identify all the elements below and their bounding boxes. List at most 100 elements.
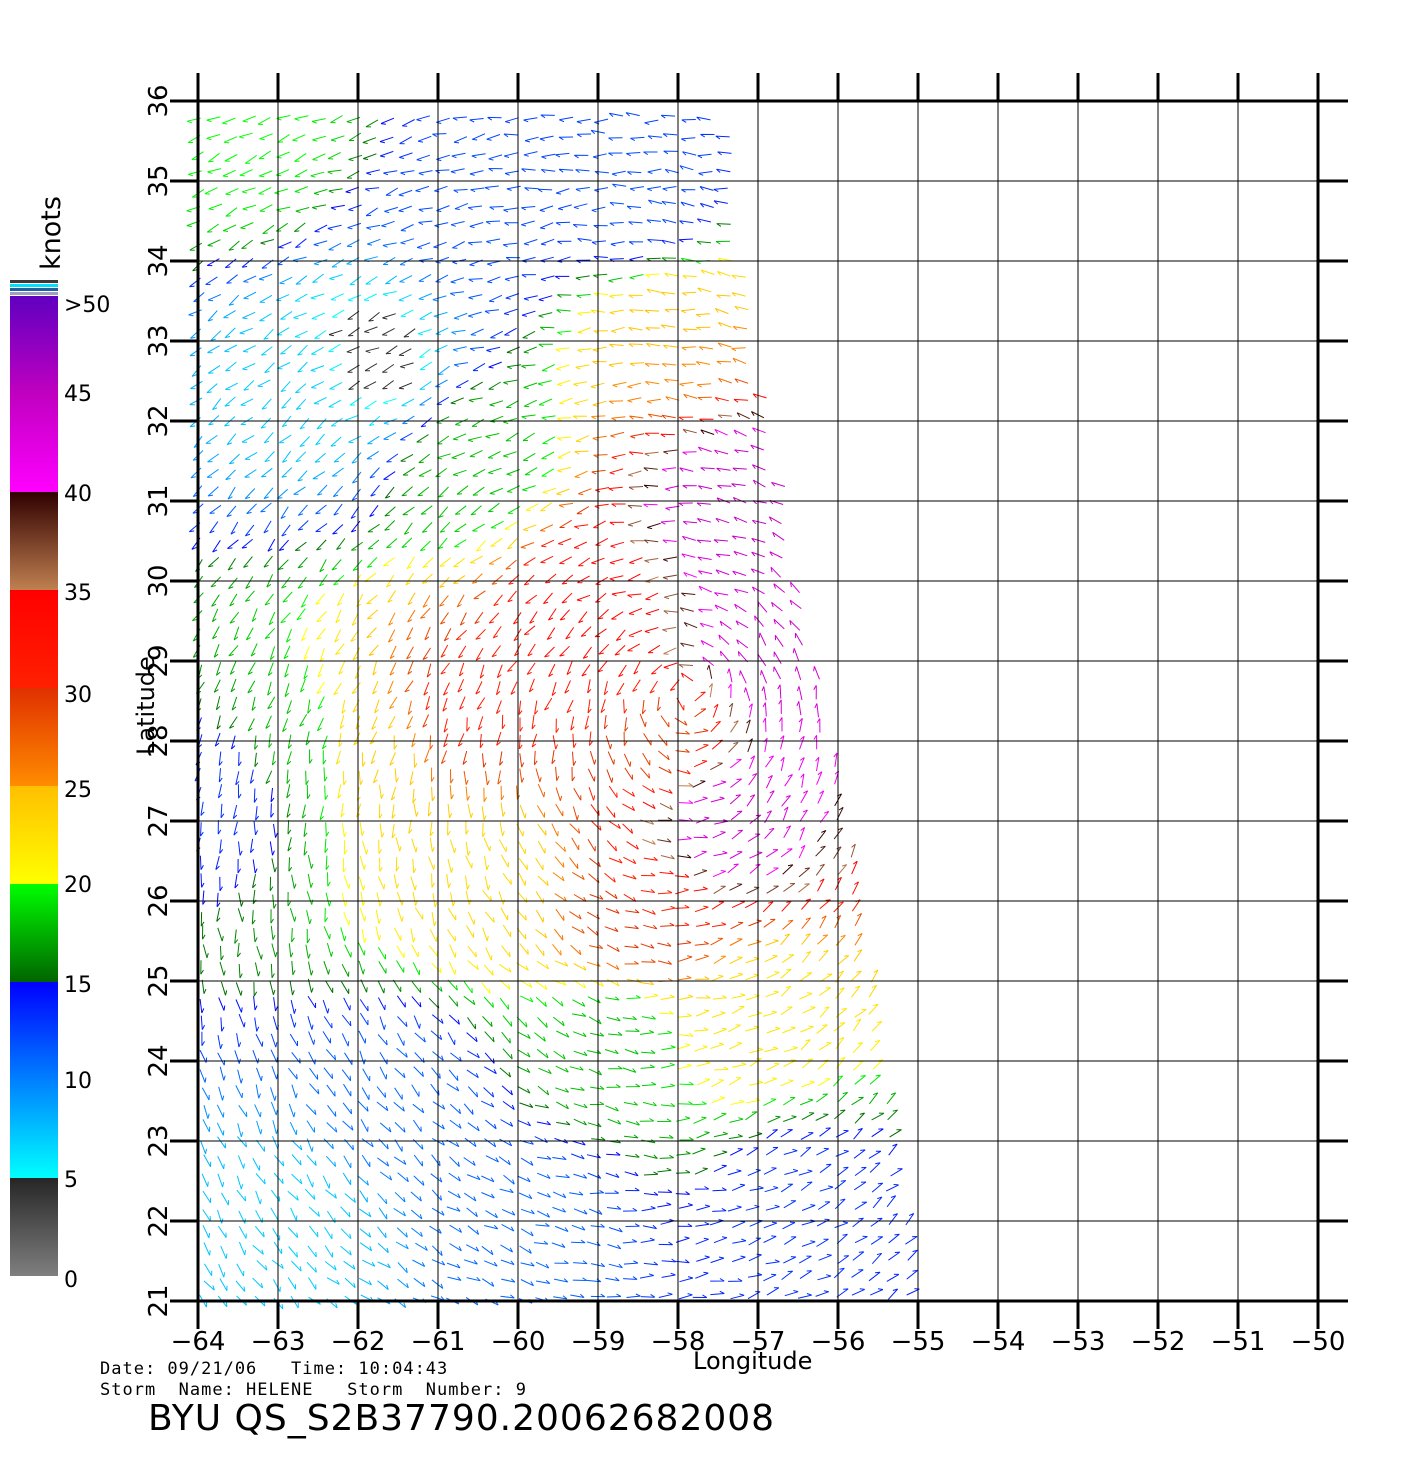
wind-vector bbox=[732, 570, 747, 576]
wind-vector bbox=[799, 1270, 812, 1280]
wind-vector bbox=[748, 919, 762, 927]
wind-vector bbox=[712, 831, 726, 839]
wind-vector bbox=[189, 397, 203, 406]
wind-vector bbox=[228, 453, 240, 465]
wind-vector bbox=[286, 700, 292, 715]
wind-vector bbox=[593, 255, 608, 260]
wind-vector bbox=[735, 620, 749, 629]
colorbar-cap bbox=[10, 280, 58, 283]
wind-vector bbox=[401, 398, 415, 407]
wind-vector bbox=[252, 1277, 264, 1289]
wind-vector bbox=[450, 769, 454, 784]
wind-vector bbox=[476, 697, 486, 710]
wind-vector bbox=[416, 115, 431, 122]
wind-vector bbox=[510, 681, 518, 695]
wind-vector bbox=[606, 1205, 622, 1210]
wind-vector bbox=[294, 330, 308, 338]
wind-vector bbox=[764, 827, 775, 839]
wind-vector bbox=[675, 888, 689, 895]
wind-vector bbox=[401, 119, 415, 127]
wind-vector bbox=[238, 1105, 248, 1118]
wind-vector bbox=[714, 1066, 729, 1071]
wind-vector bbox=[307, 854, 314, 869]
wind-vector bbox=[781, 900, 792, 912]
wind-vector bbox=[431, 767, 435, 782]
wind-vector bbox=[269, 981, 276, 995]
wind-vector bbox=[384, 206, 398, 214]
wind-vector bbox=[447, 1276, 462, 1281]
wind-vector bbox=[603, 681, 609, 696]
wind-vector bbox=[718, 321, 732, 328]
wind-vector bbox=[222, 169, 236, 178]
wind-vector bbox=[362, 840, 369, 855]
wind-vector bbox=[647, 522, 661, 530]
wind-vector bbox=[606, 978, 620, 987]
wind-vector bbox=[868, 984, 877, 998]
wind-vector bbox=[626, 152, 641, 157]
wind-vector bbox=[683, 393, 698, 399]
wind-vector bbox=[610, 431, 625, 438]
wind-vector bbox=[625, 1120, 640, 1126]
wind-vector bbox=[700, 467, 715, 472]
wind-vector bbox=[466, 925, 475, 938]
wind-vector bbox=[347, 222, 362, 230]
wind-vector bbox=[835, 1036, 845, 1050]
wind-vector bbox=[269, 646, 276, 661]
wind-vector bbox=[592, 346, 607, 352]
wind-vector bbox=[577, 327, 592, 334]
wind-vector bbox=[397, 908, 404, 922]
wind-vector bbox=[435, 467, 447, 478]
wind-vector bbox=[207, 557, 220, 568]
wind-vector bbox=[471, 418, 485, 427]
wind-vector bbox=[389, 645, 397, 660]
wind-vector bbox=[646, 219, 661, 224]
wind-vector bbox=[660, 855, 675, 860]
wind-vector bbox=[502, 1048, 513, 1060]
wind-vector bbox=[464, 1192, 477, 1202]
wind-vector bbox=[311, 381, 325, 389]
wind-vector bbox=[887, 1109, 898, 1121]
wind-vector bbox=[500, 1244, 514, 1253]
wind-vector bbox=[698, 171, 713, 176]
wind-vector bbox=[611, 503, 626, 508]
wind-vector bbox=[647, 413, 663, 418]
wind-vector bbox=[278, 559, 289, 570]
wind-vector bbox=[224, 258, 237, 269]
wind-vector bbox=[731, 829, 744, 840]
wind-vector bbox=[228, 645, 239, 657]
wind-vector bbox=[607, 1118, 622, 1125]
wind-vector bbox=[658, 1292, 673, 1298]
wind-vector bbox=[434, 222, 449, 228]
wind-vector bbox=[457, 645, 467, 659]
wind-vector bbox=[256, 946, 263, 960]
wind-vector bbox=[499, 1138, 513, 1147]
wind-vector bbox=[252, 1157, 261, 1171]
wind-vector bbox=[359, 1228, 372, 1238]
wind-vector bbox=[678, 955, 693, 962]
wind-vector bbox=[869, 1162, 881, 1173]
wind-vector bbox=[453, 312, 468, 320]
wind-vector bbox=[681, 119, 696, 123]
wind-vector bbox=[235, 982, 243, 996]
wind-vector bbox=[818, 1253, 832, 1261]
x-axis-label: Longitude bbox=[693, 1347, 812, 1375]
wind-vector bbox=[520, 1279, 534, 1287]
wind-vector bbox=[217, 1035, 223, 1049]
wind-vector bbox=[711, 901, 725, 910]
wind-vector bbox=[626, 205, 642, 210]
wind-vector bbox=[713, 1236, 728, 1244]
wind-vector bbox=[378, 961, 387, 974]
wind-vector bbox=[539, 205, 554, 212]
wind-vector bbox=[696, 116, 711, 121]
wind-vector bbox=[238, 892, 244, 907]
wind-vector bbox=[798, 1169, 813, 1176]
wind-vector bbox=[661, 467, 677, 472]
wind-vector bbox=[379, 1122, 392, 1133]
wind-vector bbox=[556, 488, 570, 496]
wind-vector bbox=[678, 800, 694, 804]
wind-vector bbox=[871, 1020, 883, 1032]
wind-vector bbox=[450, 221, 465, 227]
wind-vector bbox=[588, 731, 593, 746]
wind-vector bbox=[743, 687, 751, 702]
wind-vector bbox=[322, 999, 330, 1014]
